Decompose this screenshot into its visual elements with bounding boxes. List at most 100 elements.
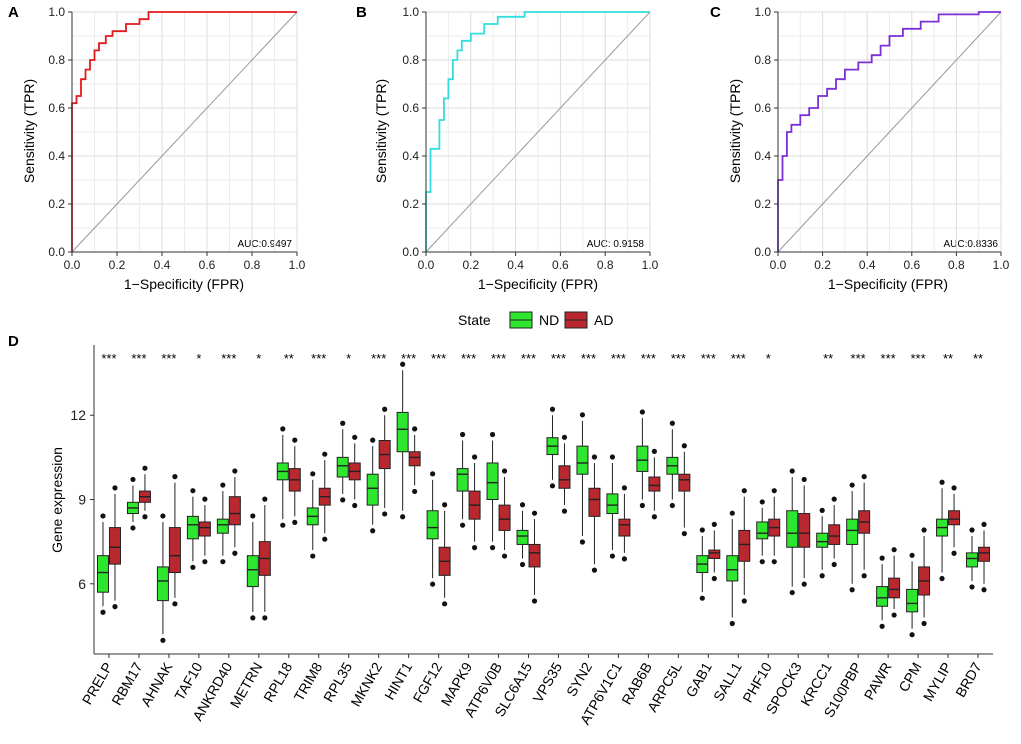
box-ahnak-nd-outlier-upper bbox=[160, 513, 166, 519]
box-metrn-nd-outlier-lower bbox=[250, 615, 256, 621]
box-krcc1-ad-outlier-upper bbox=[831, 496, 837, 502]
gene-label-gab1: GAB1 bbox=[682, 659, 715, 700]
box-brd7-ad bbox=[978, 521, 991, 593]
box-rpl35-nd-body bbox=[336, 456, 349, 478]
roc-b-x-axis-title: 1−Specificity (FPR) bbox=[478, 276, 598, 292]
box-slc6a15-nd-outlier-upper bbox=[519, 502, 526, 508]
roc-panel-b: B Sensitivity (TPR) 1−Specificity (FPR) … bbox=[356, 4, 659, 292]
roc-a-x-tick-label: 0.8 bbox=[244, 258, 261, 272]
box-ankrd40-nd-outlier-upper bbox=[220, 482, 226, 488]
gene-label-vps35: VPS35 bbox=[529, 659, 565, 705]
box-sall1-ad-outlier-lower bbox=[741, 598, 747, 604]
box-brd7-ad-body bbox=[978, 546, 991, 562]
boxplot-panel-d: D Gene expression 6912***PRELP***RBM17**… bbox=[8, 333, 993, 727]
box-rab6b-nd bbox=[636, 409, 649, 509]
box-atp6v1c1-ad-outlier-upper bbox=[621, 485, 628, 491]
box-mapk9-nd bbox=[456, 431, 469, 528]
box-cpm-nd-outlier-upper bbox=[909, 552, 915, 558]
sig-label-prelp: *** bbox=[101, 351, 116, 366]
box-krcc1-nd-body bbox=[816, 532, 829, 548]
roc-c-x-axis-title: 1−Specificity (FPR) bbox=[828, 276, 948, 292]
gene-label-cpm: CPM bbox=[895, 660, 924, 695]
box-mylip-ad bbox=[948, 485, 961, 556]
boxplot-y-tick-label: 6 bbox=[78, 576, 86, 592]
box-spock3-nd-body bbox=[786, 510, 799, 548]
box-vps35-ad-outlier-upper bbox=[561, 434, 568, 440]
legend-label-ad: AD bbox=[594, 312, 613, 328]
box-ankrd40-ad bbox=[228, 468, 241, 556]
box-spock3-ad-outlier-lower bbox=[801, 581, 807, 587]
box-slc6a15-nd bbox=[516, 502, 529, 568]
box-mknk2-nd bbox=[366, 437, 379, 534]
roc-a-x-tick-label: 0.0 bbox=[64, 258, 81, 272]
roc-b-curve bbox=[425, 11, 650, 252]
sig-label-sall1: *** bbox=[731, 351, 746, 366]
box-trim8-ad bbox=[318, 451, 331, 542]
box-syn2-nd-outlier-upper bbox=[579, 412, 586, 418]
box-sall1-ad-body bbox=[738, 529, 751, 562]
box-brd7-nd-outlier-lower bbox=[969, 584, 975, 590]
box-sall1-nd bbox=[726, 510, 739, 627]
box-mknk2-ad-outlier-lower bbox=[382, 511, 388, 517]
box-slc6a15-ad bbox=[528, 510, 541, 604]
gene-label-mylip: MYLIP bbox=[920, 660, 955, 704]
sig-label-rbm17: *** bbox=[131, 351, 146, 366]
roc-a-x-tick-label: 0.2 bbox=[109, 258, 126, 272]
box-phf10-ad bbox=[768, 488, 781, 565]
sig-label-arpc5l: *** bbox=[671, 351, 686, 366]
box-mknk2-ad bbox=[378, 406, 391, 517]
box-phf10-nd-outlier-upper bbox=[759, 499, 765, 505]
box-atp6v0b-ad-outlier-lower bbox=[501, 553, 508, 559]
roc-b-y-tick-label: 0.6 bbox=[402, 101, 419, 115]
box-syn2-ad-outlier-lower bbox=[591, 567, 598, 573]
roc-c-curve bbox=[777, 11, 1001, 252]
roc-a-y-tick-label: 0.2 bbox=[48, 197, 65, 211]
box-trim8-nd bbox=[306, 471, 319, 559]
box-spock3-ad-outlier-upper bbox=[801, 476, 807, 483]
box-atp6v1c1-nd-body bbox=[606, 493, 619, 515]
box-gab1-ad-body bbox=[708, 549, 721, 559]
box-ahnak-ad-outlier-upper bbox=[172, 474, 178, 480]
gene-label-rpl18: RPL18 bbox=[260, 659, 295, 704]
roc-c-x-tick-label: 0.6 bbox=[903, 258, 920, 272]
box-taf10-nd-outlier-lower bbox=[190, 564, 196, 570]
box-pawr-nd-body bbox=[876, 586, 889, 607]
box-mylip-ad-outlier-upper bbox=[951, 485, 957, 491]
gene-label-brd7: BRD7 bbox=[952, 659, 985, 700]
box-rab6b-ad-body bbox=[648, 476, 661, 492]
box-gab1-nd bbox=[696, 527, 709, 601]
box-prelp-nd-body bbox=[96, 555, 109, 593]
box-prelp-nd-outlier-upper bbox=[100, 513, 106, 519]
box-trim8-ad-outlier-upper bbox=[322, 451, 328, 457]
box-phf10-ad-outlier-lower bbox=[771, 559, 777, 565]
box-slc6a15-ad-outlier-lower bbox=[531, 598, 538, 604]
box-ankrd40-ad-outlier-upper bbox=[232, 468, 238, 474]
box-gab1-nd-outlier-upper bbox=[699, 527, 705, 533]
box-pawr-nd-outlier-lower bbox=[879, 623, 885, 629]
box-vps35-ad bbox=[558, 434, 571, 514]
box-spock3-ad-body bbox=[798, 513, 811, 548]
roc-b-x-tick-label: 0.0 bbox=[418, 258, 435, 272]
roc-a-y-tick-label: 0.6 bbox=[48, 101, 65, 115]
box-arpc5l-nd-outlier-lower bbox=[669, 502, 675, 509]
box-ankrd40-ad-outlier-lower bbox=[232, 550, 238, 556]
box-pawr-ad-outlier-lower bbox=[891, 612, 897, 618]
panel-letter-a: A bbox=[8, 4, 19, 21]
box-mapk9-nd-outlier-upper bbox=[459, 431, 466, 438]
box-mapk9-ad-outlier-upper bbox=[471, 454, 478, 460]
box-rbm17-nd-outlier-lower bbox=[130, 525, 136, 531]
sig-label-s100pbp: *** bbox=[851, 351, 866, 366]
roc-b-y-tick-label: 0.4 bbox=[402, 149, 419, 163]
box-metrn-ad bbox=[258, 496, 271, 621]
box-vps35-nd-outlier-lower bbox=[549, 483, 556, 489]
box-ahnak-nd bbox=[156, 513, 169, 643]
box-atp6v0b-nd-outlier-lower bbox=[489, 545, 496, 551]
box-gab1-nd-outlier-lower bbox=[699, 595, 705, 601]
box-fgf12-nd-body bbox=[426, 510, 439, 540]
box-ahnak-nd-body bbox=[156, 566, 169, 602]
box-rpl18-ad-outlier-lower bbox=[292, 519, 298, 525]
box-mylip-nd-outlier-lower bbox=[939, 575, 945, 582]
box-taf10-ad-outlier-upper bbox=[202, 496, 208, 502]
roc-b-y-tick-label: 1.0 bbox=[402, 5, 419, 19]
